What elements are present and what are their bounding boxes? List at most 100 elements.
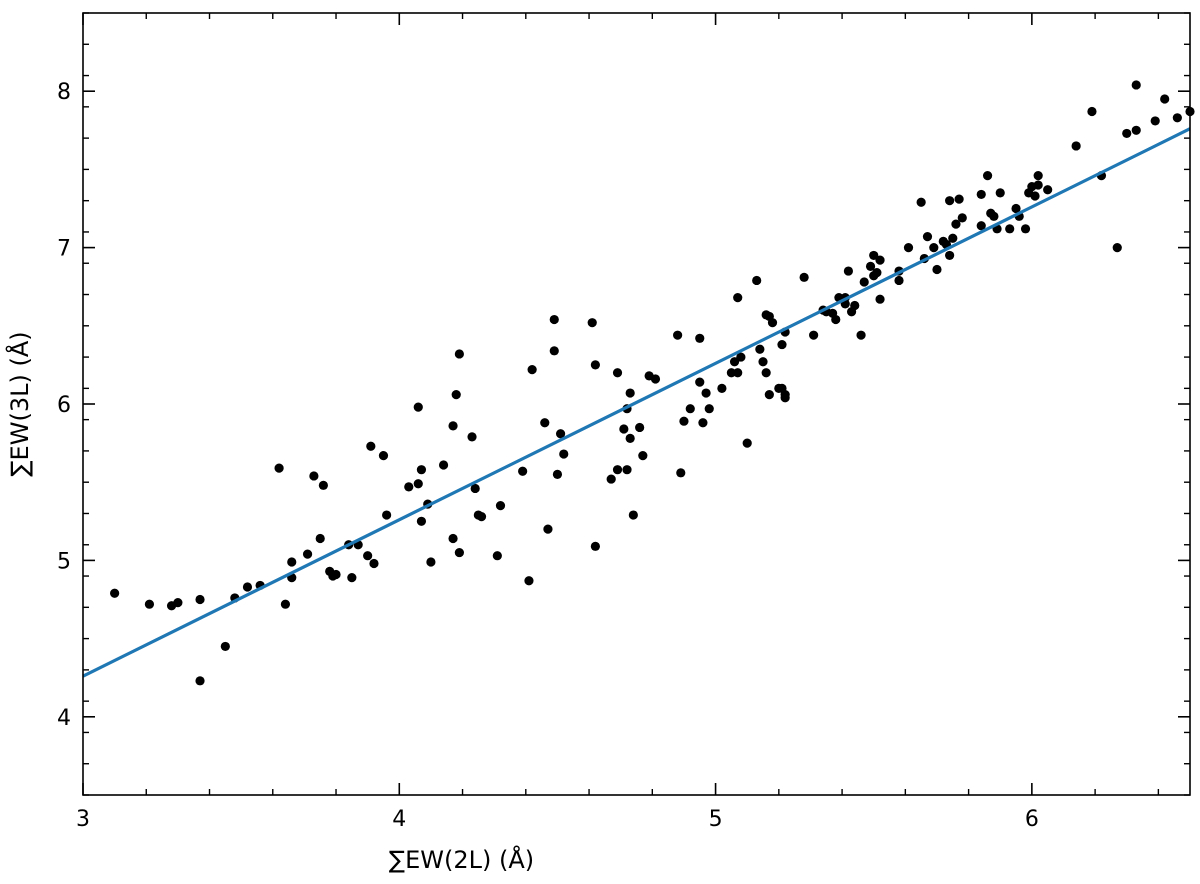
data-point (945, 250, 955, 261)
data-point (195, 594, 205, 605)
data-point (717, 383, 727, 393)
data-point (1033, 180, 1043, 190)
data-point (315, 533, 325, 544)
data-point (518, 466, 528, 476)
data-point (552, 469, 563, 479)
data-point (363, 551, 373, 561)
data-point (685, 404, 695, 414)
data-point (347, 573, 357, 583)
data-point (448, 533, 458, 544)
data-point (1172, 113, 1182, 123)
data-point (777, 339, 787, 350)
data-point (1043, 185, 1053, 195)
minor-ticks (83, 12, 1190, 796)
data-point (495, 501, 506, 511)
data-point (1020, 224, 1031, 234)
data-point (638, 451, 648, 461)
data-point (875, 294, 885, 304)
data-point (287, 557, 297, 567)
data-point (413, 479, 423, 489)
data-point (831, 314, 841, 325)
data-point (673, 330, 683, 340)
data-point (549, 314, 559, 325)
data-point (527, 364, 537, 375)
data-point (302, 549, 313, 559)
data-point (903, 243, 914, 253)
data-point (590, 541, 600, 551)
data-point (676, 468, 686, 478)
data-point (859, 277, 869, 287)
data-point (948, 233, 958, 243)
data-point (476, 512, 487, 522)
data-point (742, 438, 752, 448)
y-axis-label: ∑EW(3L) (Å) (5, 331, 34, 476)
data-point (416, 465, 427, 475)
data-point (856, 330, 866, 340)
data-point (1030, 191, 1040, 201)
y-tick-label: 4 (57, 706, 71, 731)
data-point (404, 482, 414, 492)
data-point (587, 318, 597, 328)
data-point (729, 357, 740, 367)
data-point (1150, 116, 1160, 126)
data-point (451, 390, 461, 400)
data-point (982, 171, 993, 181)
data-point (625, 388, 635, 398)
data-point (318, 480, 328, 490)
data-point (1131, 125, 1141, 135)
data-point (695, 377, 705, 387)
data-point (1122, 128, 1132, 139)
data-point (698, 418, 708, 428)
data-point (809, 330, 819, 340)
x-tick-label: 3 (76, 807, 90, 832)
data-point (1160, 94, 1170, 104)
fit-line (82, 127, 1191, 678)
data-point (378, 451, 389, 461)
data-point (274, 463, 284, 473)
data-point (110, 588, 120, 598)
data-point (875, 255, 885, 265)
data-point (650, 374, 661, 384)
data-point (799, 272, 809, 282)
x-tick-label: 4 (392, 807, 406, 832)
data-point (416, 516, 427, 526)
data-point (1087, 106, 1097, 117)
data-point (945, 196, 955, 206)
data-point (752, 275, 762, 286)
data-point (619, 424, 629, 434)
data-point (173, 598, 183, 608)
data-point (524, 576, 534, 586)
data-point (1005, 224, 1015, 234)
data-point (764, 390, 774, 400)
data-point (331, 569, 341, 580)
data-point (916, 197, 926, 207)
data-point (369, 558, 379, 569)
data-point (366, 441, 376, 451)
data-point (625, 433, 635, 444)
data-point (612, 465, 623, 475)
data-point (951, 219, 961, 229)
data-point (590, 360, 600, 370)
y-tick-label: 8 (57, 80, 71, 105)
data-point (635, 422, 645, 433)
data-point (492, 551, 502, 561)
data-point (780, 393, 790, 403)
data-point (622, 465, 632, 475)
data-point (220, 641, 230, 652)
data-point (976, 221, 986, 231)
y-tick-label: 6 (57, 393, 71, 418)
x-axis-label: ∑EW(2L) (Å) (389, 845, 534, 874)
data-point (382, 510, 392, 520)
data-point (1071, 141, 1081, 151)
y-tick-labels: 4 5 6 7 8 (57, 80, 71, 731)
data-point (755, 344, 765, 354)
plot-frame (82, 12, 1191, 796)
y-tick-label: 7 (57, 237, 71, 262)
data-point (549, 346, 559, 356)
data-point (932, 264, 942, 275)
data-point (850, 300, 860, 311)
data-point (995, 188, 1005, 198)
data-point (695, 333, 705, 343)
data-point (736, 352, 746, 362)
data-point (1033, 171, 1043, 181)
